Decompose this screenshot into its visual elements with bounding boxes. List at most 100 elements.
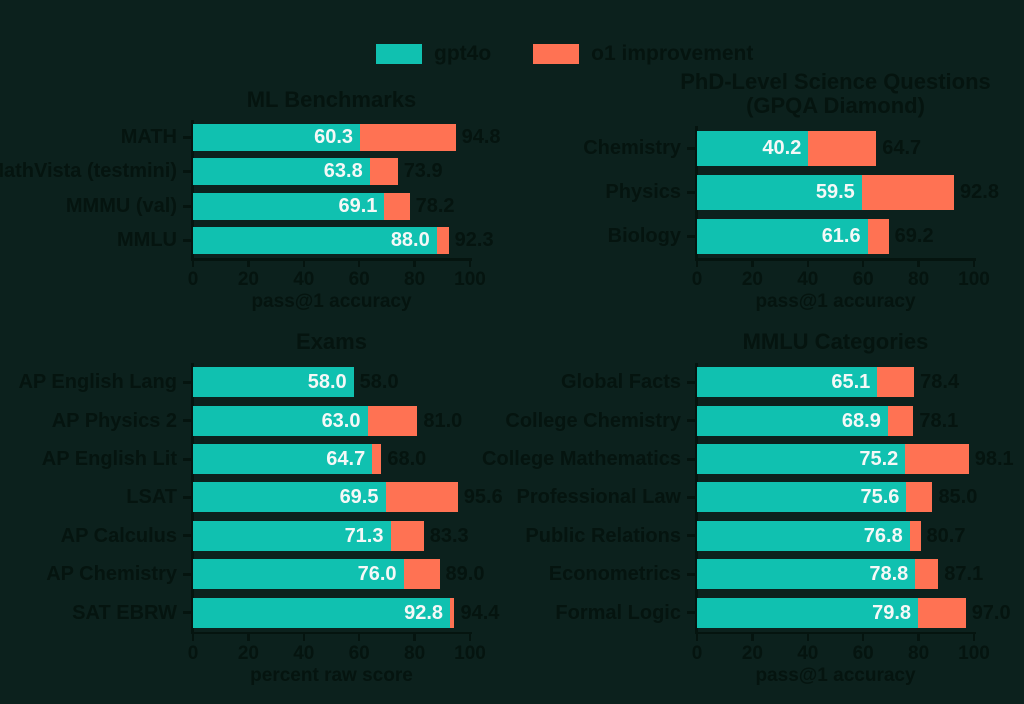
bar-o1-improvement <box>367 405 418 436</box>
value-gpt4o: 71.3 <box>344 524 384 547</box>
bar-gpt4o: 68.9 <box>697 405 888 436</box>
value-gpt4o: 61.6 <box>821 224 861 247</box>
x-tick <box>413 260 416 267</box>
bar-label: Public Relations <box>525 524 681 547</box>
value-gpt4o: 76.0 <box>357 563 397 586</box>
axis-tick-label: 60 <box>348 269 370 290</box>
bar-o1-improvement <box>877 367 915 398</box>
axis-tick-label: 20 <box>741 642 763 664</box>
bar-label: MMMU (val) <box>65 194 177 217</box>
x-tick <box>695 260 699 267</box>
bar-label: AP Chemistry <box>46 563 177 586</box>
bar-o1-improvement <box>403 559 440 590</box>
value-total: 69.2 <box>894 224 934 247</box>
axis-tick-label: 80 <box>404 269 426 290</box>
y-tick <box>687 419 696 423</box>
axis-title: pass@1 accuracy <box>755 664 916 686</box>
bar-gpt4o: 64.7 <box>193 444 373 474</box>
x-tick <box>751 260 754 267</box>
bar-gpt4o: 58.0 <box>193 367 354 398</box>
axis-tick-label: 60 <box>852 642 874 664</box>
value-gpt4o: 92.8 <box>404 601 444 624</box>
value-total: 98.1 <box>974 448 1014 470</box>
value-gpt4o: 78.8 <box>869 563 909 586</box>
axis-tick-label: 100 <box>958 269 990 290</box>
value-total: 85.0 <box>938 486 978 509</box>
bar-gpt4o: 63.8 <box>193 158 370 186</box>
bar-label: Professional Law <box>516 486 682 509</box>
value-total: 68.0 <box>387 448 427 470</box>
x-tick <box>357 633 361 641</box>
value-gpt4o: 63.0 <box>321 409 361 432</box>
value-gpt4o: 63.8 <box>323 160 363 183</box>
x-tick <box>917 260 920 267</box>
bar-o1-improvement <box>384 192 410 220</box>
bar-gpt4o: 75.2 <box>697 444 906 474</box>
bar-label: AP English Lit <box>41 448 177 470</box>
value-total: 95.6 <box>463 486 503 509</box>
bar-o1-improvement <box>808 130 877 166</box>
axis-tick-label: 40 <box>797 269 819 290</box>
value-gpt4o: 79.8 <box>872 601 912 624</box>
bar-label: AP Calculus <box>60 524 177 547</box>
bar-gpt4o: 79.8 <box>697 597 919 628</box>
y-tick <box>687 190 696 194</box>
bar-label: MathVista (testmini) <box>0 160 177 183</box>
bar-label: Formal Logic <box>555 601 681 624</box>
x-tick <box>751 633 754 641</box>
value-total: 64.7 <box>882 136 922 159</box>
bar-o1-improvement <box>887 405 914 436</box>
y-tick <box>183 170 192 174</box>
y-tick <box>687 611 696 615</box>
y-axis-spine <box>695 363 698 632</box>
bar-o1-improvement <box>360 123 456 151</box>
axis-tick-label: 80 <box>908 269 930 290</box>
y-tick <box>183 495 192 499</box>
x-tick <box>806 633 810 641</box>
legend-item-gpt4o: gpt4o <box>376 42 491 66</box>
y-tick <box>183 380 192 384</box>
chart-title: Exams <box>296 329 367 354</box>
y-tick <box>687 234 696 238</box>
bar-o1-improvement <box>450 597 455 628</box>
bar-o1-improvement <box>918 597 966 628</box>
value-gpt4o: 65.1 <box>831 371 871 394</box>
chart-title: ML Benchmarks <box>246 87 417 112</box>
value-total: 58.0 <box>359 371 399 394</box>
value-gpt4o: 75.2 <box>859 448 899 470</box>
bar-o1-improvement <box>436 227 449 255</box>
y-tick <box>183 239 192 243</box>
bar-o1-improvement <box>915 559 939 590</box>
value-total: 89.0 <box>445 563 485 586</box>
axis-tick-label: 20 <box>237 642 259 664</box>
value-total: 92.8 <box>960 180 999 203</box>
bar-gpt4o: 63.0 <box>193 405 368 436</box>
axis-title: percent raw score <box>250 664 413 686</box>
axis-tick-label: 20 <box>237 269 259 290</box>
bar-gpt4o: 76.0 <box>193 559 404 590</box>
x-tick <box>806 260 810 267</box>
y-tick <box>183 457 192 461</box>
bar-o1-improvement <box>909 520 921 551</box>
legend-label-o1: o1 improvement <box>591 42 754 65</box>
axis-tick-label: 80 <box>908 642 930 664</box>
axis-tick-label: 60 <box>348 642 370 664</box>
y-axis-spine <box>191 363 194 632</box>
x-tick <box>357 260 361 267</box>
axis-tick-label: 40 <box>797 642 819 664</box>
bar-label: College Mathematics <box>482 448 681 470</box>
bar-gpt4o: 75.6 <box>697 482 907 513</box>
x-tick <box>972 633 976 641</box>
y-tick <box>687 495 696 499</box>
y-tick <box>687 146 696 150</box>
bar-o1-improvement <box>867 218 889 254</box>
x-tick <box>247 260 250 267</box>
axis-tick-label: 80 <box>404 642 426 664</box>
x-axis-spine <box>191 258 472 261</box>
x-axis-spine <box>695 258 976 261</box>
bar-gpt4o: 92.8 <box>193 597 451 628</box>
x-tick <box>972 260 976 267</box>
bar-o1-improvement <box>905 444 969 474</box>
bar-label: Biology <box>607 224 681 247</box>
